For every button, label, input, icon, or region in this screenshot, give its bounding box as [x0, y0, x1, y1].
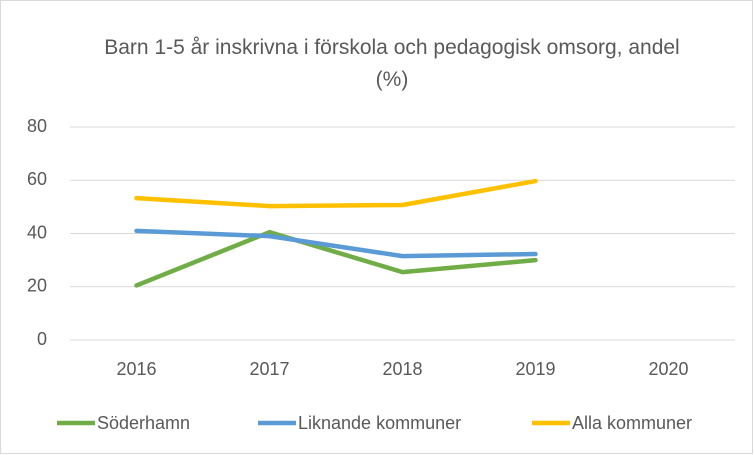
x-tick-label: 2020: [648, 359, 688, 379]
x-tick-label: 2018: [382, 359, 422, 379]
y-tick-label: 40: [27, 222, 47, 242]
legend-label: Söderhamn: [97, 413, 190, 433]
x-tick-label: 2017: [249, 359, 289, 379]
chart-title: Barn 1-5 år inskrivna i förskola och ped…: [104, 36, 680, 91]
legend-label: Liknande kommuner: [298, 413, 461, 433]
x-tick-label: 2019: [515, 359, 555, 379]
y-tick-label: 0: [37, 329, 47, 349]
y-tick-label: 20: [27, 276, 47, 296]
legend-label: Alla kommuner: [572, 413, 692, 433]
y-tick-label: 60: [27, 169, 47, 189]
series-line: [134, 229, 538, 288]
series-line: [134, 178, 538, 209]
y-tick-label: 80: [27, 116, 47, 136]
series-line: [134, 228, 538, 259]
x-tick-label: 2016: [116, 359, 156, 379]
